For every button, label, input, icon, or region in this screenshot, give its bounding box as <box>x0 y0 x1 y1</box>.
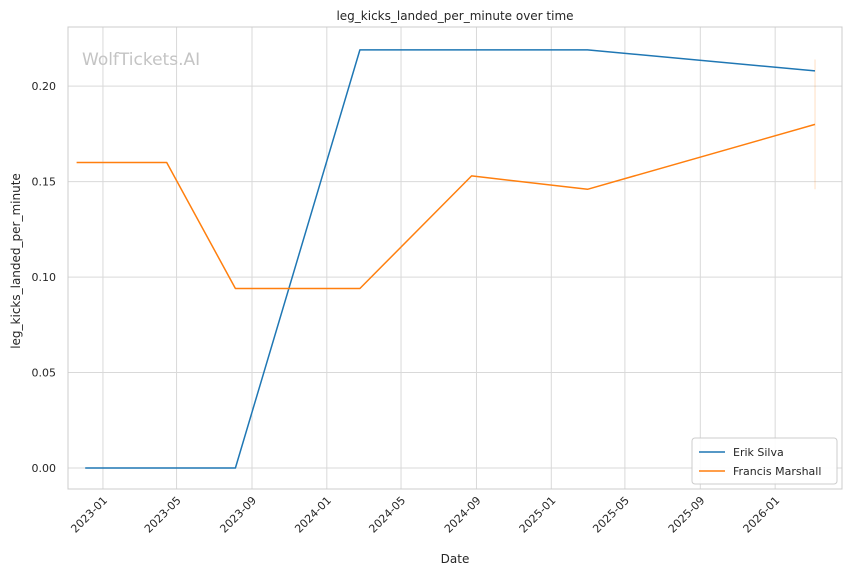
x-axis-label: Date <box>441 552 470 566</box>
watermark-text: WolfTickets.AI <box>82 50 200 70</box>
series-layer <box>76 49 816 469</box>
legend-label: Francis Marshall <box>733 465 821 478</box>
series-line-erik-silva <box>85 49 816 469</box>
legend-label: Erik Silva <box>733 446 784 459</box>
chart-title: leg_kicks_landed_per_minute over time <box>336 9 573 23</box>
y-tick-label: 0.10 <box>32 271 57 284</box>
legend-box <box>691 437 838 485</box>
y-tick-label: 0.15 <box>32 176 57 189</box>
grid-lines <box>68 27 842 489</box>
y-axis-label: leg_kicks_landed_per_minute <box>9 173 23 349</box>
legend: Erik Silva Francis Marshall <box>691 437 838 485</box>
y-tick-label: 0.00 <box>32 462 57 475</box>
series-line-francis-marshall <box>76 123 816 290</box>
y-tick-labels: 0.00 0.05 0.10 0.15 0.20 <box>32 80 57 475</box>
plot-frame <box>67 26 843 490</box>
y-tick-label: 0.20 <box>32 80 57 93</box>
y-tick-label: 0.05 <box>32 367 57 380</box>
